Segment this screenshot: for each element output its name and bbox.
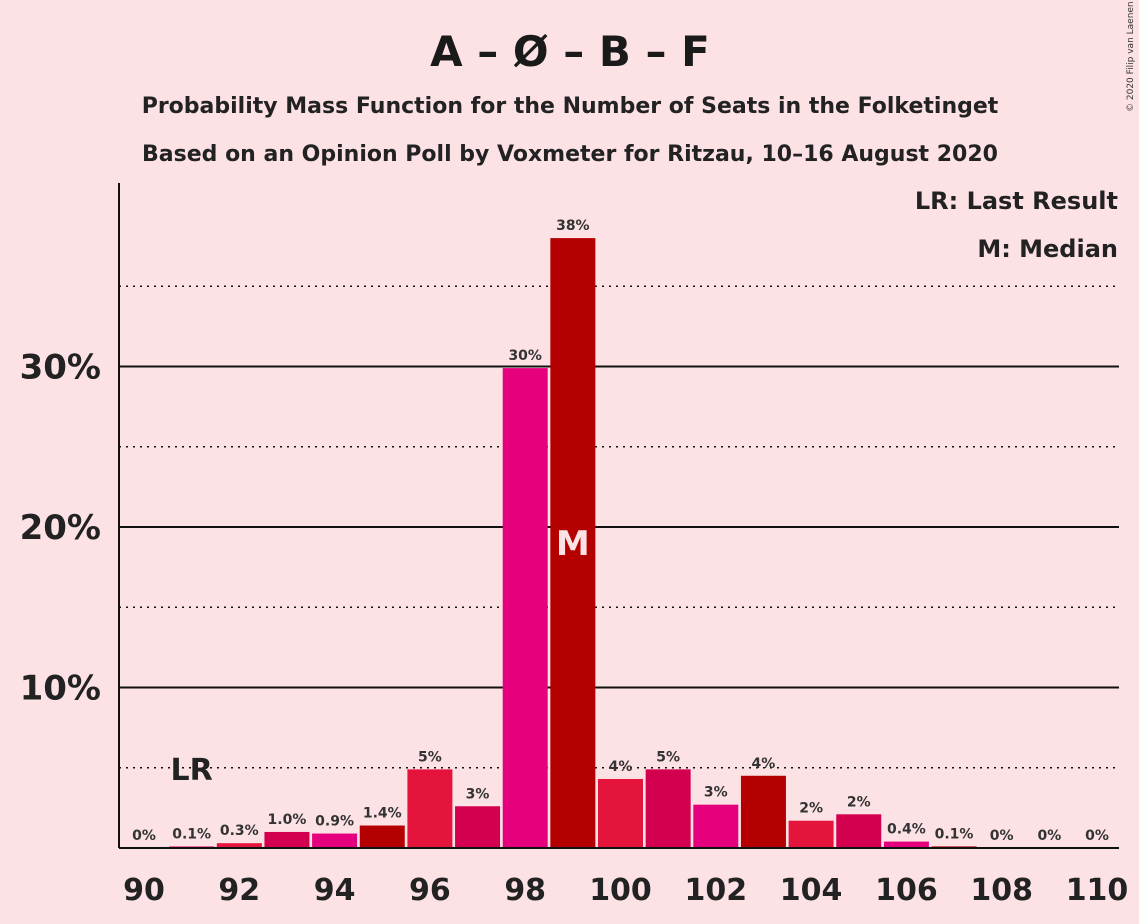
x-tick-104: 104 xyxy=(780,873,843,908)
x-tick-90: 90 xyxy=(123,873,165,908)
x-tick-92: 92 xyxy=(218,873,260,908)
legend-last-result: LR: Last Result xyxy=(915,187,1118,215)
data-labels-group: 0% 0.1% 0.3% 1.0% 0.9% 1.4% 5% 3% 30% 38% 4% 5% 3% 4%… xyxy=(132,218,1109,844)
y-tick-10: 10% xyxy=(20,669,101,709)
x-tick-110: 110 xyxy=(1066,873,1129,908)
chart-subtitle-source: Based on an Opinion Poll by Voxmeter for… xyxy=(142,142,998,167)
x-tick-94: 94 xyxy=(314,873,356,908)
x-tick-100: 100 xyxy=(589,873,652,908)
bar-102 xyxy=(693,804,739,848)
data-label-105: 2% xyxy=(847,794,871,810)
bar-106 xyxy=(883,841,929,848)
x-tick-98: 98 xyxy=(504,873,546,908)
data-label-94: 0.9% xyxy=(315,814,354,830)
bar-92 xyxy=(216,843,262,848)
data-label-104: 2% xyxy=(799,801,823,817)
bar-103 xyxy=(740,775,786,848)
data-label-92: 0.3% xyxy=(220,823,259,839)
data-label-93: 1.0% xyxy=(268,812,307,828)
data-label-101: 5% xyxy=(656,749,680,765)
data-label-110: 0% xyxy=(1085,828,1109,844)
data-label-97: 3% xyxy=(466,786,490,802)
gridlines xyxy=(119,285,1119,769)
bar-105 xyxy=(836,814,882,848)
x-tick-108: 108 xyxy=(970,873,1033,908)
x-tick-102: 102 xyxy=(684,873,747,908)
data-label-100: 4% xyxy=(609,759,633,775)
bar-97 xyxy=(455,806,501,848)
x-axis-ticks: 90 92 94 96 98 100 102 104 106 108 110 xyxy=(123,873,1128,908)
bars-group xyxy=(169,238,977,849)
data-label-108: 0% xyxy=(990,828,1014,844)
data-label-98: 30% xyxy=(508,348,542,364)
y-axis-ticks: 10% 20% 30% xyxy=(20,348,101,709)
legend-median: M: Median xyxy=(977,235,1118,263)
bar-95 xyxy=(359,825,405,848)
copyright-notice: © 2020 Filip van Laenen xyxy=(1126,1,1136,112)
chart-subtitle: Probability Mass Function for the Number… xyxy=(142,94,999,119)
data-label-91: 0.1% xyxy=(172,826,211,842)
bar-101 xyxy=(645,769,691,848)
data-label-102: 3% xyxy=(704,785,728,801)
data-label-107: 0.1% xyxy=(935,826,974,842)
x-tick-106: 106 xyxy=(875,873,938,908)
y-tick-30: 30% xyxy=(20,348,101,388)
data-label-109: 0% xyxy=(1037,828,1061,844)
bar-93 xyxy=(264,831,310,848)
last-result-marker: LR xyxy=(171,753,213,788)
y-tick-20: 20% xyxy=(20,508,101,548)
bar-96 xyxy=(407,769,453,848)
data-label-103: 4% xyxy=(752,756,776,772)
bar-99 xyxy=(550,238,596,849)
bar-98 xyxy=(502,368,548,848)
data-label-90: 0% xyxy=(132,828,156,844)
bar-94 xyxy=(312,833,358,848)
bar-100 xyxy=(598,778,643,848)
bar-104 xyxy=(788,820,834,848)
data-label-106: 0.4% xyxy=(887,822,926,838)
data-label-95: 1.4% xyxy=(363,806,402,822)
median-marker: M xyxy=(556,524,590,564)
x-tick-96: 96 xyxy=(409,873,451,908)
data-label-99: 38% xyxy=(556,218,590,234)
chart-title: A – Ø – B – F xyxy=(430,27,710,76)
data-label-96: 5% xyxy=(418,749,442,765)
